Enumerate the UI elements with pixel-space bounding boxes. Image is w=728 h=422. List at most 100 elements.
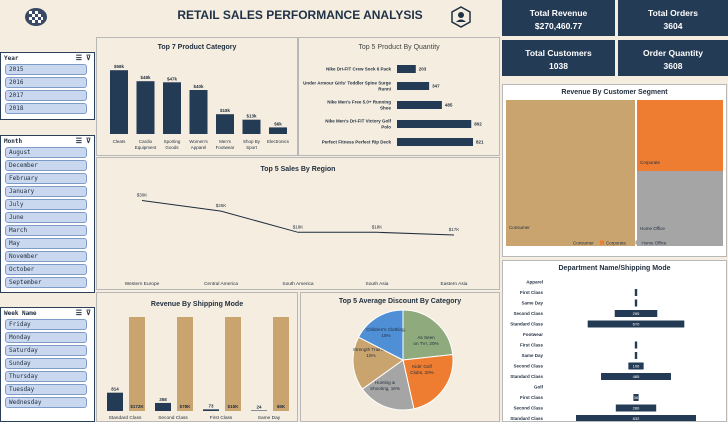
slicer-option[interactable]: June [5,212,87,223]
data-label: 832 [633,416,640,421]
series-line [141,200,455,236]
bar [163,82,181,134]
filter-icon[interactable]: ⊽ [85,309,91,317]
slicer-option[interactable]: Wednesday [5,397,87,408]
multi-select-icon[interactable]: ☰ [75,54,82,62]
logo-icon [24,6,48,28]
data-label: 295 [633,311,640,316]
slicer-option[interactable]: January [5,186,87,197]
row-label: First Class [520,395,544,400]
month-slicer[interactable]: Month ☰ ⊽ August December February January Jul… [0,135,95,293]
data-label: $18K [293,224,304,229]
slicer-option[interactable]: Thursday [5,371,87,382]
bar [634,289,638,296]
data-label: $172K [130,404,144,409]
bar [269,127,287,134]
data-label: $48k [140,75,151,80]
slicer-option[interactable]: August [5,147,87,158]
slicer-option[interactable]: Friday [5,319,87,330]
slicer-option[interactable]: Sunday [5,358,87,369]
tick-label: Shoe [380,106,391,111]
kpi-value: $270,460.77 [534,21,583,31]
slicer-option[interactable]: September [5,277,87,288]
chart-title: Department Name/Shipping Mode [558,265,671,272]
slicer-option[interactable]: May [5,238,87,249]
weekday-slicer[interactable]: Week Name ☰ ⊽ Friday Monday Saturday Sunday Th… [0,307,95,422]
kpi-label: Total Revenue [529,8,588,18]
data-label: 24 [256,404,262,409]
chart-title: Top 5 Average Discount By Category [338,298,462,305]
tick-label: Central America [204,281,238,287]
slicer-option[interactable]: 2018 [5,103,87,114]
bar [129,317,145,411]
slicer-title: Month [4,138,23,145]
filter-icon[interactable]: ⊽ [85,137,91,145]
tick-label: Same Day [258,415,281,421]
bar [397,82,430,90]
tick-label: Sport [246,145,258,150]
multi-select-icon[interactable]: ☰ [75,309,82,317]
slicer-option[interactable]: November [5,251,87,262]
kpi-total-orders: Total Orders 3604 [618,0,728,36]
top5-quantity-chart: 203 Nike Dri-FIT Crew Sock 6 Pack 347 Under… [303,65,484,146]
row-label: Apparel [526,280,543,285]
row-label: Standard Class [510,416,543,421]
slice-label: Strength Training, 15% [353,347,389,358]
slicer-option[interactable]: February [5,173,87,184]
cell-label: Corporate [640,160,661,165]
tick-label: First Class [210,415,233,421]
pie-slice [361,359,415,411]
data-label: 802 [474,122,482,127]
data-label: 670 [633,322,640,327]
tick-label: Nike Men's Dri-FIT Victory Golf [325,119,391,124]
bar [634,299,638,307]
tick-label: Shop By [243,139,261,144]
tick-label: Men's [219,139,232,144]
tick-label: Women's [189,139,208,144]
data-label: 36 [634,395,639,400]
shipping-panel: Revenue By Shipping Mode 814 $172K Standar… [96,292,298,422]
slicer-option[interactable]: 2015 [5,64,87,75]
slicer-option[interactable]: Monday [5,332,87,343]
filter-icon[interactable]: ⊽ [85,54,91,62]
year-slicer[interactable]: Year ☰ ⊽ 2015 2016 2017 2018 [0,52,95,120]
slicer-header: Year ☰ ⊽ [1,53,94,64]
slicer-option[interactable]: March [5,225,87,236]
slicer-option[interactable]: July [5,199,87,210]
slicer-option[interactable]: 2016 [5,77,87,88]
discount-pie-chart: As Seen on TV!, 20% Kids' Golf Clubs, 20% Hu… [352,309,454,411]
dept-shipping-chart: Apparel First Class Same Day Second Class 29… [510,280,696,421]
bar [614,310,658,317]
bar [136,81,155,134]
tick-label: Eastern Asia [441,281,468,287]
data-label: 821 [476,140,484,145]
kpi-value: 1038 [549,61,568,71]
row-label: First Class [520,290,544,295]
slicer-option[interactable]: October [5,264,87,275]
data-label: 485 [445,103,453,108]
slicer-title: Year [4,55,19,62]
treemap-cell [637,100,723,171]
data-label: $78K [180,404,192,409]
data-label: $15K [228,404,240,409]
kpi-total-revenue: Total Revenue $270,460.77 [502,0,615,36]
row-label: First Class [520,343,544,348]
data-label: $18k [220,108,231,113]
row-label: Golf [534,385,543,390]
bar [242,119,261,134]
tick-label: Standard Class [109,415,142,421]
bar [189,90,208,134]
kpi-order-quantity: Order Quantity 3608 [618,40,728,76]
slicer-option[interactable]: Tuesday [5,384,87,395]
slicer-option[interactable]: 2017 [5,90,87,101]
bar [225,317,241,411]
row-label: Standard Class [510,374,543,379]
tick-label: South Asia [366,281,389,287]
multi-select-icon[interactable]: ☰ [75,137,82,145]
discount-panel: Top 5 Average Discount By Category As Se… [300,292,500,422]
pie-slice [352,336,404,390]
slicer-option[interactable]: Saturday [5,345,87,356]
slicer-option[interactable]: December [5,160,87,171]
cell-label: Home Office [640,226,665,231]
